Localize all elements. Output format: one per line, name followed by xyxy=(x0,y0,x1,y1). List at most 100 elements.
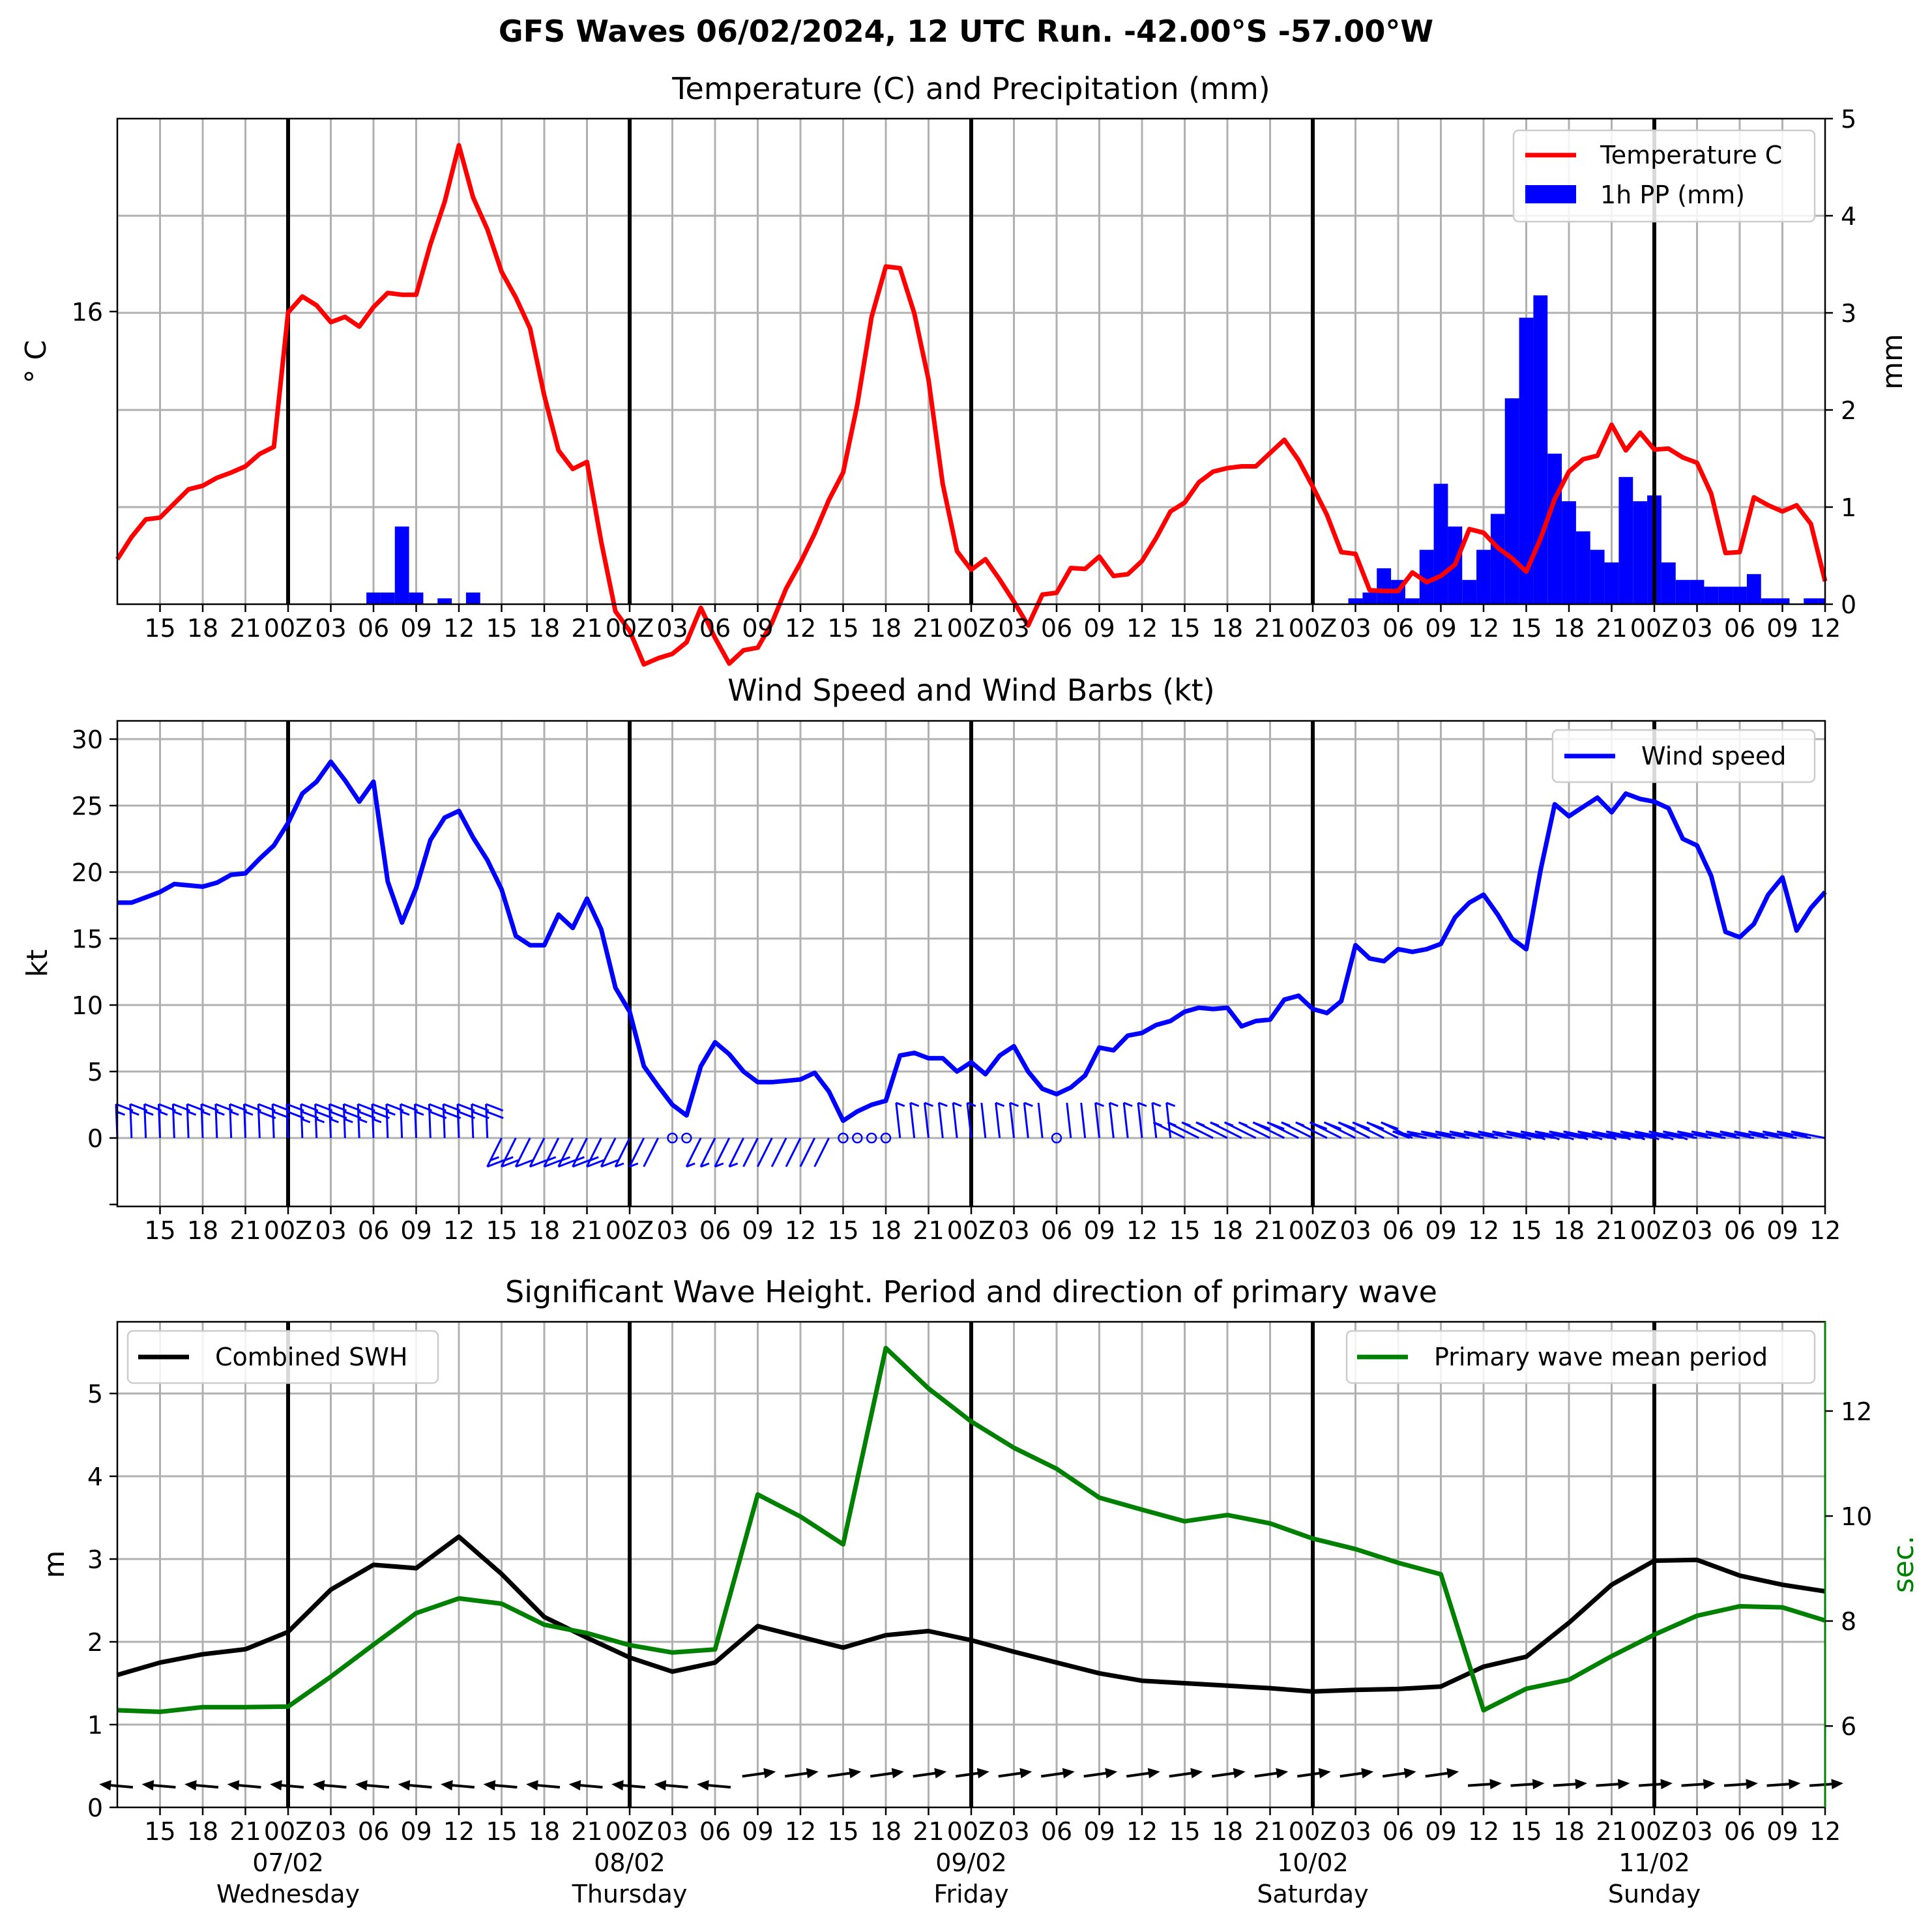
x-tick-label: 21 xyxy=(229,1817,261,1846)
calm-circle xyxy=(838,1132,849,1144)
barb-feather xyxy=(586,1159,604,1168)
x-tick-label: 03 xyxy=(656,614,688,643)
barb-feather xyxy=(504,1156,514,1161)
x-tick-label: 12 xyxy=(443,1216,475,1245)
precip-bar xyxy=(437,598,452,604)
arrow-head xyxy=(1062,1768,1075,1779)
x-tick-label: 06 xyxy=(1383,614,1414,643)
x-tick-label: 12 xyxy=(1126,614,1158,643)
x-tick-label: 18 xyxy=(870,1216,901,1245)
arrow-head xyxy=(227,1780,240,1791)
barb-feather xyxy=(1238,1121,1248,1127)
x-tick-label: 03 xyxy=(998,1216,1029,1245)
x-tick-label: 12 xyxy=(443,614,475,643)
precip-bar xyxy=(1419,549,1434,604)
x-tick-label: 00Z xyxy=(947,1817,995,1846)
x-tick-label: 21 xyxy=(913,1817,944,1846)
barb-feather xyxy=(1506,1130,1524,1139)
y2-tick-label: 6 xyxy=(1841,1712,1856,1741)
x-tick-label: 06 xyxy=(1041,614,1072,643)
barb-staff xyxy=(1080,1102,1087,1139)
x-tick-label: 06 xyxy=(358,1817,389,1846)
barb-feather xyxy=(1776,1130,1794,1139)
wave-direction-arrow xyxy=(1638,1779,1673,1790)
precip-bar xyxy=(1433,484,1448,604)
day-name-label: Wednesday xyxy=(216,1880,360,1908)
x-tick-label: 00Z xyxy=(606,614,654,643)
x-tick-label: 03 xyxy=(998,1817,1029,1846)
x-tick-label: 15 xyxy=(144,1216,175,1245)
barb-staff xyxy=(1023,1102,1029,1139)
x-tick-label: 00Z xyxy=(947,1216,995,1245)
precip-bar xyxy=(380,592,395,604)
calm-circle xyxy=(852,1132,863,1144)
precip-bar xyxy=(1761,598,1776,604)
wave-direction-arrow xyxy=(654,1780,688,1791)
barb-feather xyxy=(1798,1131,1808,1137)
wind-y-label: kt xyxy=(21,950,54,978)
barb-feather xyxy=(1442,1131,1452,1137)
precip-bar xyxy=(1590,549,1605,604)
wave-direction-arrow xyxy=(1126,1768,1160,1779)
figure-title: GFS Waves 06/02/2024, 12 UTC Run. -42.00… xyxy=(499,14,1433,49)
x-tick-label: 03 xyxy=(998,614,1029,643)
barb-feather xyxy=(714,1162,724,1168)
y2-tick-label: 10 xyxy=(1841,1502,1872,1531)
arrow-head xyxy=(483,1780,496,1791)
wave-direction-arrow xyxy=(1809,1779,1843,1790)
y2-tick-label: 8 xyxy=(1841,1607,1856,1636)
barb-feather xyxy=(967,1102,976,1107)
x-tick-label: 18 xyxy=(1553,1216,1585,1245)
x-tick-label: 18 xyxy=(870,1817,901,1846)
barb-feather xyxy=(1520,1130,1538,1139)
barb-feather xyxy=(173,1111,183,1116)
day-name-label: Sunday xyxy=(1608,1880,1701,1908)
precip-bar xyxy=(1377,568,1392,604)
barb-feather xyxy=(1784,1131,1794,1137)
wave-direction-arrow xyxy=(1510,1779,1545,1790)
barb-staff xyxy=(471,1103,475,1139)
barb-feather xyxy=(1023,1102,1033,1107)
waves-x-ticks: 15 18 21 00Z 03 06 09 12 15 18 21 00Z 03 06 09 12 15 18 21… xyxy=(144,1807,1841,1846)
wave-direction-arrow xyxy=(827,1768,862,1779)
precip-bar xyxy=(1405,598,1420,604)
barb-feather xyxy=(1676,1130,1695,1139)
barb-staff xyxy=(1165,1102,1172,1139)
barb-staff xyxy=(543,1137,560,1167)
barb-staff xyxy=(557,1137,574,1167)
wave-direction-arrow xyxy=(1425,1768,1459,1779)
precip-bar xyxy=(394,526,409,604)
barb-feather xyxy=(1491,1130,1510,1139)
barb-feather xyxy=(1634,1130,1652,1139)
arrow-head xyxy=(1446,1768,1459,1779)
y-tick-label: 30 xyxy=(72,725,103,754)
arrow-head xyxy=(1532,1779,1545,1790)
y-tick-label: 16 xyxy=(72,298,103,327)
wind-y-ticks: 0 5 10 15 20 25 30 xyxy=(72,725,117,1206)
y-tick-label: 1 xyxy=(87,1711,103,1740)
x-tick-label: 15 xyxy=(1510,1216,1542,1245)
precip-bar xyxy=(1519,317,1534,604)
barb-feather xyxy=(547,1156,557,1161)
barb-feather xyxy=(1770,1131,1779,1137)
barb-staff xyxy=(186,1103,190,1139)
x-tick-label: 06 xyxy=(699,614,731,643)
barb-feather xyxy=(344,1118,353,1124)
x-tick-label: 18 xyxy=(1553,1817,1585,1846)
x-tick-label: 09 xyxy=(1083,614,1115,643)
barb-staff xyxy=(500,1137,517,1167)
barb-feather xyxy=(515,1159,533,1168)
barb-staff xyxy=(1009,1102,1015,1139)
barb-feather xyxy=(910,1102,920,1107)
barb-feather xyxy=(1463,1130,1482,1139)
x-tick-label: 12 xyxy=(785,1216,816,1245)
x-tick-label: 00Z xyxy=(1289,614,1337,643)
barb-feather xyxy=(1656,1131,1674,1141)
barb-feather xyxy=(158,1111,168,1116)
barb-feather xyxy=(201,1111,211,1116)
arrow-head xyxy=(1617,1779,1630,1790)
barb-staff xyxy=(572,1137,588,1167)
x-tick-label: 09 xyxy=(1425,614,1456,643)
barb-feather xyxy=(486,1159,505,1168)
precip-bar xyxy=(1675,579,1690,604)
